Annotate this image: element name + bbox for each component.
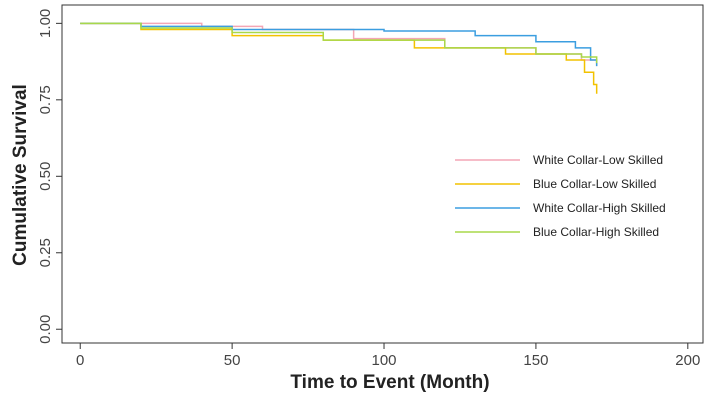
y-tick-label: 0.00 <box>37 315 54 344</box>
survival-line <box>80 22 598 67</box>
y-tick-label: 0.50 <box>37 162 54 191</box>
x-tick-label: 50 <box>224 352 241 369</box>
x-tick-label: 200 <box>675 352 700 369</box>
legend-label: Blue Collar-Low Skilled <box>533 177 656 191</box>
survival-line <box>80 22 598 64</box>
x-tick-label: 150 <box>523 352 548 369</box>
y-axis-title: Cumulative Survival <box>10 84 31 266</box>
survival-line <box>80 22 598 94</box>
x-tick-label: 0 <box>76 352 84 369</box>
x-tick-label: 100 <box>372 352 397 369</box>
y-tick-label: 1.00 <box>37 9 54 38</box>
legend-label: White Collar-High Skilled <box>533 201 666 215</box>
plot-frame <box>61 4 704 344</box>
y-tick-label: 0.75 <box>37 85 54 114</box>
x-axis-title: Time to Event (Month) <box>290 372 489 393</box>
legend-label: White Collar-Low Skilled <box>533 153 663 167</box>
legend-label: Blue Collar-High Skilled <box>533 225 659 239</box>
y-tick-label: 0.25 <box>37 238 54 267</box>
